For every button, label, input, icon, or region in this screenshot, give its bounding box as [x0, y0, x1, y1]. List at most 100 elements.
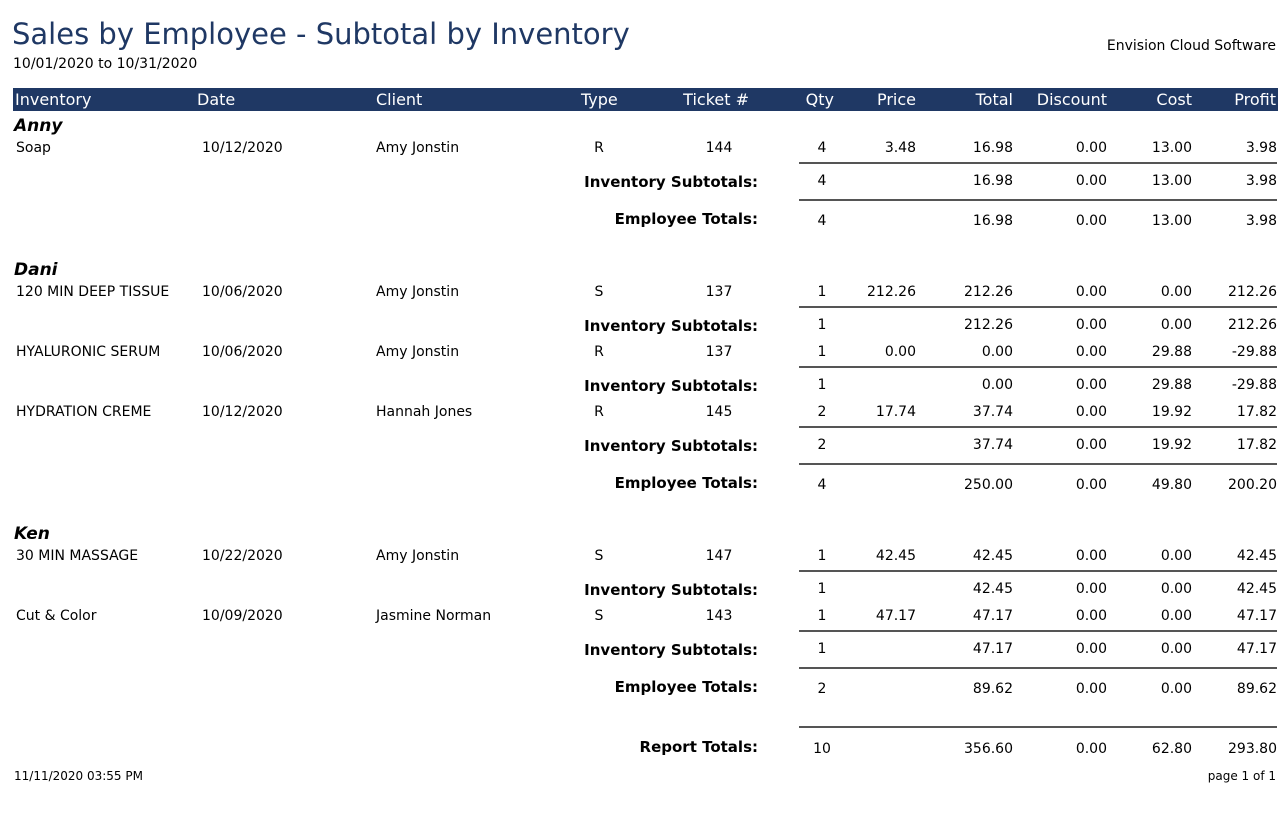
cell: 42.45 [972, 548, 1013, 564]
cell: 0.00 [1075, 284, 1107, 300]
cell: 0.00 [1075, 608, 1107, 624]
total-rule [799, 630, 1277, 632]
cell: 145 [705, 404, 733, 420]
subtotal-value: 37.74 [972, 437, 1013, 453]
employee-name: Ken [14, 524, 50, 544]
cell: 212.26 [867, 284, 916, 300]
employee-name: Anny [14, 116, 63, 136]
cell: 47.17 [875, 608, 916, 624]
cell: 3.98 [1245, 140, 1277, 156]
subtotal-value: 0.00 [1075, 377, 1107, 393]
employee-totals-label: Employee Totals: [614, 210, 758, 228]
cell: S [594, 284, 604, 300]
total-rule [799, 426, 1277, 428]
cell: 42.45 [875, 548, 916, 564]
cell: 1 [817, 344, 827, 360]
cell: 0.00 [1160, 548, 1192, 564]
column-header: Cost [1156, 90, 1192, 109]
employee-total-value: 0.00 [1075, 477, 1107, 493]
cell: Amy Jonstin [376, 548, 460, 564]
subtotal-label: Inventory Subtotals: [584, 437, 758, 455]
subtotal-value: -29.88 [1231, 377, 1277, 393]
cell: 30 MIN MASSAGE [16, 548, 139, 564]
employee-total-value: 49.80 [1151, 477, 1192, 493]
cell: 1 [817, 548, 827, 564]
column-header-bar [13, 88, 1278, 111]
employee-total-value: 16.98 [972, 213, 1013, 229]
subtotal-value: 0.00 [1160, 641, 1192, 657]
subtotal-value: 16.98 [972, 173, 1013, 189]
cell: 16.98 [972, 140, 1013, 156]
cell: 17.74 [875, 404, 916, 420]
cell: 17.82 [1236, 404, 1277, 420]
employee-totals-label: Employee Totals: [614, 678, 758, 696]
cell: 0.00 [1075, 140, 1107, 156]
total-rule [799, 667, 1277, 669]
employee-total-value: 200.20 [1228, 477, 1277, 493]
cell: 10/06/2020 [202, 344, 283, 360]
column-header: Inventory [15, 90, 92, 109]
employee-total-value: 89.62 [1236, 681, 1277, 697]
subtotal-value: 19.92 [1151, 437, 1192, 453]
cell: R [594, 404, 604, 420]
cell: 137 [705, 284, 733, 300]
column-header: Profit [1234, 90, 1276, 109]
subtotal-value: 3.98 [1245, 173, 1277, 189]
report-total-value: 356.60 [964, 741, 1013, 757]
subtotal-value: 0.00 [1160, 581, 1192, 597]
subtotal-label: Inventory Subtotals: [584, 641, 758, 659]
cell: 37.74 [972, 404, 1013, 420]
employee-total-value: 0.00 [1075, 213, 1107, 229]
total-rule [799, 570, 1277, 572]
subtotal-value: 0.00 [1075, 641, 1107, 657]
cell: 147 [705, 548, 733, 564]
subtotal-value: 4 [817, 173, 827, 189]
total-rule [799, 726, 1277, 728]
subtotal-value: 212.26 [964, 317, 1013, 333]
cell: 47.17 [972, 608, 1013, 624]
cell: Hannah Jones [376, 404, 473, 420]
cell: 10/12/2020 [202, 404, 283, 420]
cell: 42.45 [1236, 548, 1277, 564]
cell: 212.26 [964, 284, 1013, 300]
employee-total-value: 4 [817, 213, 827, 229]
column-header: Client [376, 90, 423, 109]
report-title: Sales by Employee - Subtotal by Inventor… [12, 17, 630, 51]
employee-total-value: 2 [817, 681, 827, 697]
subtotal-value: 47.17 [972, 641, 1013, 657]
employee-total-value: 0.00 [1160, 681, 1192, 697]
report-total-value: 0.00 [1075, 741, 1107, 757]
subtotal-value: 17.82 [1236, 437, 1277, 453]
column-header: Discount [1036, 90, 1107, 109]
subtotal-value: 29.88 [1151, 377, 1192, 393]
subtotal-label: Inventory Subtotals: [584, 581, 758, 599]
cell: 10/06/2020 [202, 284, 283, 300]
column-header: Qty [805, 90, 834, 109]
cell: HYALURONIC SERUM [16, 344, 161, 360]
cell: 2 [817, 404, 827, 420]
cell: 137 [705, 344, 733, 360]
subtotal-value: 42.45 [1236, 581, 1277, 597]
column-header: Ticket # [683, 90, 749, 109]
subtotal-value: 1 [817, 581, 827, 597]
cell: 19.92 [1151, 404, 1192, 420]
cell: HYDRATION CREME [16, 404, 152, 420]
cell: 0.00 [1075, 344, 1107, 360]
cell: 0.00 [1160, 608, 1192, 624]
cell: 47.17 [1236, 608, 1277, 624]
cell: S [594, 608, 604, 624]
column-header: Price [876, 90, 916, 109]
cell: Amy Jonstin [376, 344, 460, 360]
cell: 10/12/2020 [202, 140, 283, 156]
cell: 1 [817, 608, 827, 624]
employee-total-value: 13.00 [1151, 213, 1192, 229]
total-rule [799, 162, 1277, 164]
subtotal-value: 0.00 [1075, 437, 1107, 453]
cell: 120 MIN DEEP TISSUE [16, 284, 170, 300]
total-rule [799, 463, 1277, 465]
cell: Jasmine Norman [376, 608, 492, 624]
cell: Cut & Color [16, 608, 97, 624]
cell: 0.00 [1075, 404, 1107, 420]
employee-total-value: 3.98 [1245, 213, 1277, 229]
